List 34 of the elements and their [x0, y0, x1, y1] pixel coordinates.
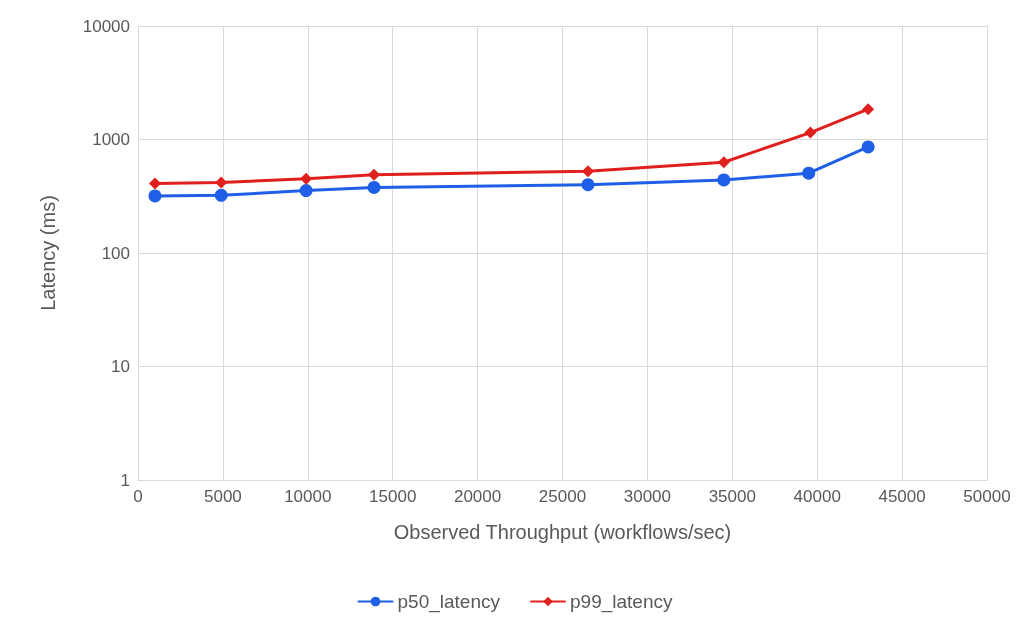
point	[299, 184, 313, 198]
x-tick-label: 45000	[878, 487, 926, 506]
y-tick-label: 1	[120, 470, 130, 490]
point	[717, 173, 731, 187]
point	[300, 172, 313, 185]
point	[214, 188, 228, 202]
x-tick-label: 35000	[708, 487, 756, 506]
x-tick-label: 50000	[963, 487, 1011, 506]
point	[215, 176, 228, 189]
x-tick-label: 5000	[203, 487, 242, 506]
x-tick-label: 40000	[793, 487, 841, 506]
point	[148, 177, 161, 190]
x-tick-label: 15000	[369, 487, 417, 506]
point	[802, 166, 816, 180]
y-tick-label: 1000	[92, 130, 130, 149]
point	[581, 178, 595, 192]
x-tick-label: 10000	[284, 487, 332, 506]
x-axis-title: Observed Throughput (workflows/sec)	[393, 521, 732, 543]
legend-label: p50_latency	[397, 591, 501, 613]
y-tick-label: 10	[111, 357, 130, 376]
legend-label: p99_latency	[570, 591, 673, 613]
point	[804, 126, 817, 139]
point	[861, 140, 875, 154]
point	[717, 156, 730, 169]
x-tick-label: 0	[133, 487, 143, 506]
point	[367, 180, 381, 194]
y-tick-label: 100	[101, 243, 130, 263]
point	[862, 103, 875, 116]
x-tick-label: 25000	[538, 487, 587, 506]
x-tick-label: 30000	[623, 487, 672, 506]
x-tick-label: 20000	[453, 487, 502, 506]
point	[148, 189, 162, 203]
y-axis-title: Latency (ms)	[37, 195, 59, 311]
y-tick-label: 10000	[82, 16, 130, 36]
